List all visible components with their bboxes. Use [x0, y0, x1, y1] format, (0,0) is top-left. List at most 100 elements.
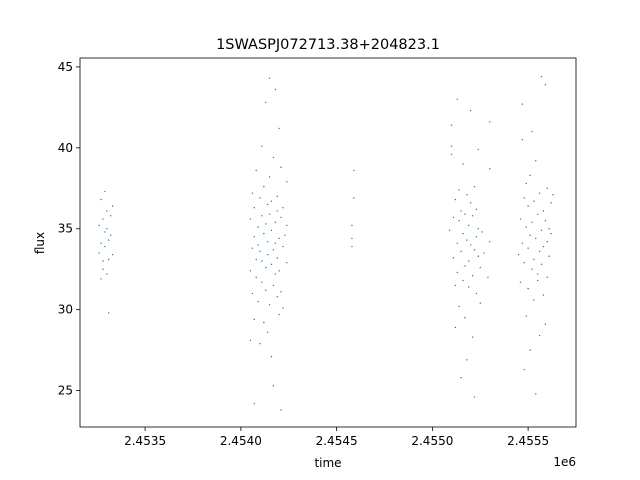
data-point [268, 176, 271, 178]
x-tick-label: 2.4535 [124, 434, 166, 448]
data-point [102, 260, 104, 262]
data-point [483, 252, 485, 254]
data-point [286, 262, 288, 264]
data-point [464, 317, 466, 319]
data-point [253, 236, 255, 238]
data-point [284, 234, 286, 236]
data-point [538, 250, 541, 253]
data-point [98, 252, 100, 254]
data-point [523, 197, 525, 199]
data-point [529, 174, 531, 177]
data-point [450, 124, 453, 126]
data-point [251, 292, 254, 295]
data-point [353, 197, 355, 199]
data-point [552, 194, 554, 196]
data-point [253, 402, 255, 405]
data-point [282, 207, 284, 209]
data-point [448, 229, 451, 232]
data-point [537, 213, 539, 215]
data-point [475, 236, 478, 238]
data-point [106, 210, 108, 212]
data-point [104, 231, 106, 233]
data-point [537, 279, 539, 282]
data-point [458, 189, 460, 191]
data-point [282, 245, 284, 248]
data-point [519, 281, 522, 283]
data-point [525, 182, 527, 185]
data-point [108, 312, 110, 314]
data-point [272, 385, 275, 387]
data-point [471, 336, 474, 338]
data-point [550, 202, 552, 204]
data-point [255, 276, 257, 278]
data-point [276, 210, 278, 212]
data-point [531, 268, 533, 270]
data-point [542, 210, 545, 212]
data-point [104, 245, 106, 248]
data-point [458, 305, 460, 308]
data-point [282, 307, 284, 309]
data-point [259, 197, 261, 199]
data-point [548, 255, 550, 257]
data-point [475, 292, 478, 295]
y-axis-ticks: 25 30 35 40 45 [58, 60, 80, 398]
data-point [464, 265, 466, 267]
y-tick-label: 45 [58, 60, 73, 74]
data-point [473, 396, 476, 398]
y-tick-label: 25 [58, 384, 73, 398]
data-point [280, 166, 282, 168]
data-point [454, 326, 457, 329]
chart-title: 1SWASPJ072713.38+204823.1 [216, 37, 440, 53]
data-point [456, 271, 458, 274]
data-point [266, 331, 269, 334]
data-point [280, 216, 282, 219]
data-point [278, 313, 280, 316]
data-point [521, 242, 524, 245]
data-point [270, 263, 273, 266]
data-point [253, 207, 255, 209]
data-point [286, 181, 288, 183]
data-point [466, 359, 468, 361]
data-point [276, 195, 278, 198]
x-axis-offset-label: 1e6 [553, 455, 576, 469]
plot-area-frame [79, 57, 577, 428]
data-point [469, 202, 472, 204]
data-point [255, 258, 257, 261]
data-point [278, 270, 280, 272]
data-point [479, 266, 481, 269]
data-point [546, 276, 548, 278]
data-point [274, 88, 277, 91]
data-point [353, 169, 355, 172]
data-point [106, 228, 108, 230]
data-point [548, 228, 550, 230]
data-point [111, 253, 114, 256]
data-point [481, 231, 483, 233]
y-tick-label: 40 [58, 141, 73, 155]
data-point [533, 200, 535, 202]
data-point [464, 213, 466, 215]
x-axis-ticks: 2.4535 2.4540 2.4545 2.4550 2.4555 [124, 427, 549, 448]
data-point [535, 393, 537, 395]
data-point [251, 192, 254, 194]
data-point [274, 273, 277, 275]
data-point [489, 121, 491, 123]
data-point [255, 169, 257, 172]
data-point [540, 229, 543, 232]
data-point [462, 163, 464, 165]
data-point [268, 213, 271, 215]
data-point [249, 339, 252, 342]
data-point [276, 296, 278, 298]
data-point [531, 221, 533, 223]
data-point [452, 216, 455, 219]
data-point [272, 284, 275, 287]
data-point [108, 258, 110, 261]
data-point [266, 203, 269, 206]
data-point [537, 273, 539, 275]
data-point [456, 242, 458, 245]
data-point [527, 205, 529, 207]
data-point [462, 279, 464, 282]
data-point [268, 77, 271, 79]
data-point [265, 266, 267, 269]
data-point [278, 127, 280, 130]
data-point [249, 270, 252, 272]
